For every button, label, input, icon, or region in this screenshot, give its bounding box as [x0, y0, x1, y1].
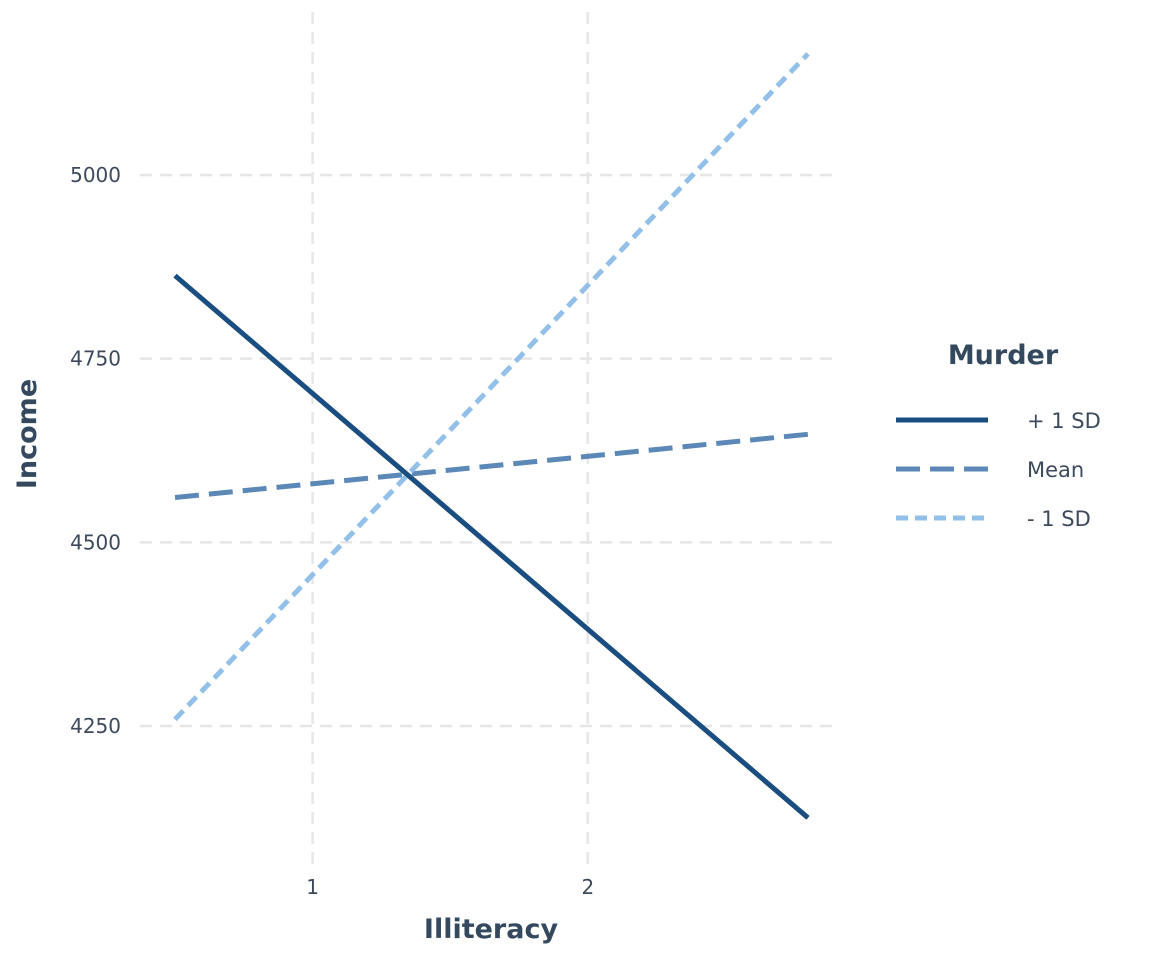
series-line [174, 431, 809, 500]
series-line [173, 52, 810, 722]
y-tick-label: 4750 [70, 347, 121, 371]
x-tick-label: 1 [306, 875, 319, 899]
y-tick-label: 4250 [70, 714, 121, 738]
legend-title: Murder [948, 340, 1059, 371]
tick-labels: 4250 4500 4750 5000 1 2 [70, 163, 594, 899]
series-line [173, 273, 810, 820]
x-axis-title: Illiteracy [424, 914, 559, 945]
legend-label: + 1 SD [1027, 409, 1101, 433]
x-tick-label: 2 [581, 875, 594, 899]
legend: Murder + 1 SD Mean - 1 SD [896, 340, 1101, 531]
legend-label: - 1 SD [1027, 507, 1091, 531]
series-lines [173, 52, 810, 820]
legend-label: Mean [1027, 458, 1084, 482]
y-axis-title: Income [12, 379, 43, 489]
y-tick-label: 4500 [70, 530, 121, 554]
legend-items: + 1 SD Mean - 1 SD [896, 409, 1101, 531]
y-tick-label: 5000 [70, 163, 121, 187]
